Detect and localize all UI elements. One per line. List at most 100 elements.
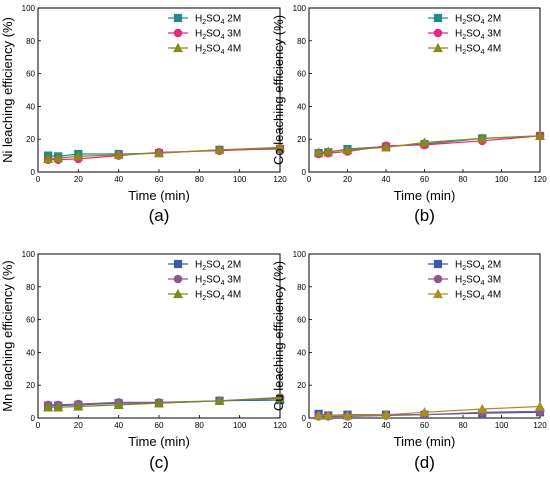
- legend-marker: [173, 259, 183, 269]
- legend-entry-label: H2SO4 2M: [455, 260, 501, 273]
- x-tick-label: 0: [307, 175, 312, 184]
- data-point: [73, 151, 84, 161]
- x-tick-label: 120: [533, 421, 547, 430]
- x-tick-label: 100: [495, 175, 509, 184]
- x-tick-label: 0: [36, 175, 41, 184]
- y-tick-label: 100: [293, 4, 307, 13]
- panel-label: (d): [414, 453, 435, 472]
- legend-entry-label: H2SO4 2M: [195, 14, 241, 27]
- x-tick-label: 120: [533, 175, 547, 184]
- data-point: [342, 144, 353, 154]
- y-tick-label: 80: [26, 283, 35, 292]
- y-tick-label: 0: [302, 414, 307, 423]
- x-tick-label: 0: [307, 421, 312, 430]
- data-point: [313, 410, 324, 420]
- data-point: [214, 144, 225, 154]
- x-tick-label: 120: [273, 421, 287, 430]
- chart-panel-3: 0 20 40 60 80 100 120 0 20 40 60 80 100 Time (min) Mn …: [0, 250, 287, 472]
- y-tick-label: 80: [297, 37, 306, 46]
- y-tick-label: 40: [26, 348, 35, 357]
- data-point: [323, 146, 334, 156]
- legend: H2SO4 2M H2SO4 3M H2SO4 4M: [428, 13, 501, 56]
- y-tick-label: 20: [26, 381, 35, 390]
- data-point: [419, 407, 430, 417]
- legend-marker: [173, 288, 183, 299]
- legend-entry-label: H2SO4 4M: [195, 290, 241, 303]
- data-point: [419, 137, 430, 147]
- x-tick-label: 60: [155, 175, 164, 184]
- y-axis-label: Co leaching efficiency (%): [271, 15, 286, 165]
- series-line-2: [318, 135, 541, 155]
- y-tick-label: 0: [302, 168, 307, 177]
- series-line-3: [48, 146, 281, 160]
- x-tick-label: 20: [74, 175, 83, 184]
- y-tick-label: 80: [26, 37, 35, 46]
- x-tick-label: 100: [495, 421, 509, 430]
- series-line-2: [48, 396, 281, 406]
- data-point: [313, 147, 324, 157]
- x-tick-label: 80: [459, 175, 468, 184]
- chart-panel-4: 0 20 40 60 80 100 120 0 20 40 60 80 100 Time (min) Cu …: [271, 250, 547, 472]
- y-tick-label: 60: [26, 70, 35, 79]
- x-tick-label: 80: [459, 421, 468, 430]
- x-axis-label: Time (min): [128, 188, 190, 203]
- legend-marker: [173, 274, 183, 284]
- x-axis-label: Time (min): [128, 434, 190, 449]
- plot-frame: [37, 253, 281, 419]
- x-tick-label: 100: [233, 175, 247, 184]
- y-tick-label: 40: [297, 102, 306, 111]
- data-point: [154, 147, 164, 158]
- legend-entry-label: H2SO4 3M: [195, 29, 241, 42]
- y-tick-label: 100: [22, 4, 36, 13]
- y-tick-label: 60: [297, 70, 306, 79]
- data-point: [275, 393, 285, 403]
- x-tick-label: 40: [382, 175, 391, 184]
- x-tick-label: 0: [36, 421, 41, 430]
- x-tick-label: 100: [233, 421, 247, 430]
- legend-marker: [433, 42, 443, 53]
- data-point: [113, 149, 124, 159]
- panel-label: (b): [414, 206, 435, 225]
- y-axis-label: Ni leaching efficiency (%): [0, 17, 15, 163]
- panel-label: (c): [149, 453, 169, 472]
- x-tick-label: 40: [114, 175, 123, 184]
- x-tick-label: 80: [195, 175, 204, 184]
- legend-marker: [433, 288, 443, 299]
- series-line-3: [48, 397, 281, 408]
- legend: H2SO4 2M H2SO4 3M H2SO4 4M: [168, 13, 241, 57]
- legend-marker: [433, 13, 443, 23]
- y-tick-label: 40: [297, 348, 306, 357]
- legend-entry-label: H2SO4 2M: [195, 260, 241, 273]
- y-axis-label: Cu leaching efficiency (%): [271, 261, 286, 411]
- x-tick-label: 20: [343, 421, 352, 430]
- data-point: [275, 142, 285, 152]
- x-tick-label: 40: [382, 421, 391, 430]
- x-tick-label: 120: [273, 175, 287, 184]
- data-point: [535, 130, 545, 141]
- y-axis-label: Mn leaching efficiency (%): [0, 260, 15, 412]
- legend-entry-label: H2SO4 3M: [195, 275, 241, 288]
- y-tick-label: 20: [297, 135, 306, 144]
- plot-frame: [308, 253, 541, 419]
- legend-marker: [433, 259, 443, 269]
- y-tick-label: 20: [26, 135, 35, 144]
- data-point: [477, 133, 488, 143]
- data-point: [73, 401, 84, 411]
- data-point: [154, 398, 164, 408]
- x-tick-label: 40: [114, 421, 123, 430]
- x-tick-label: 60: [420, 175, 429, 184]
- data-point: [381, 409, 391, 419]
- legend: H2SO4 2M H2SO4 3M H2SO4 4M: [168, 259, 241, 303]
- x-axis-label: Time (min): [394, 188, 456, 203]
- legend-marker: [173, 13, 183, 23]
- legend-entry-label: H2SO4 2M: [455, 14, 501, 27]
- x-tick-label: 20: [343, 175, 352, 184]
- y-tick-label: 100: [22, 250, 36, 259]
- legend-entry-label: H2SO4 4M: [455, 290, 501, 303]
- data-point: [342, 410, 353, 420]
- data-point: [43, 402, 54, 412]
- x-axis-label: Time (min): [394, 434, 456, 449]
- y-tick-label: 20: [297, 381, 306, 390]
- legend-entry-label: H2SO4 4M: [195, 44, 241, 57]
